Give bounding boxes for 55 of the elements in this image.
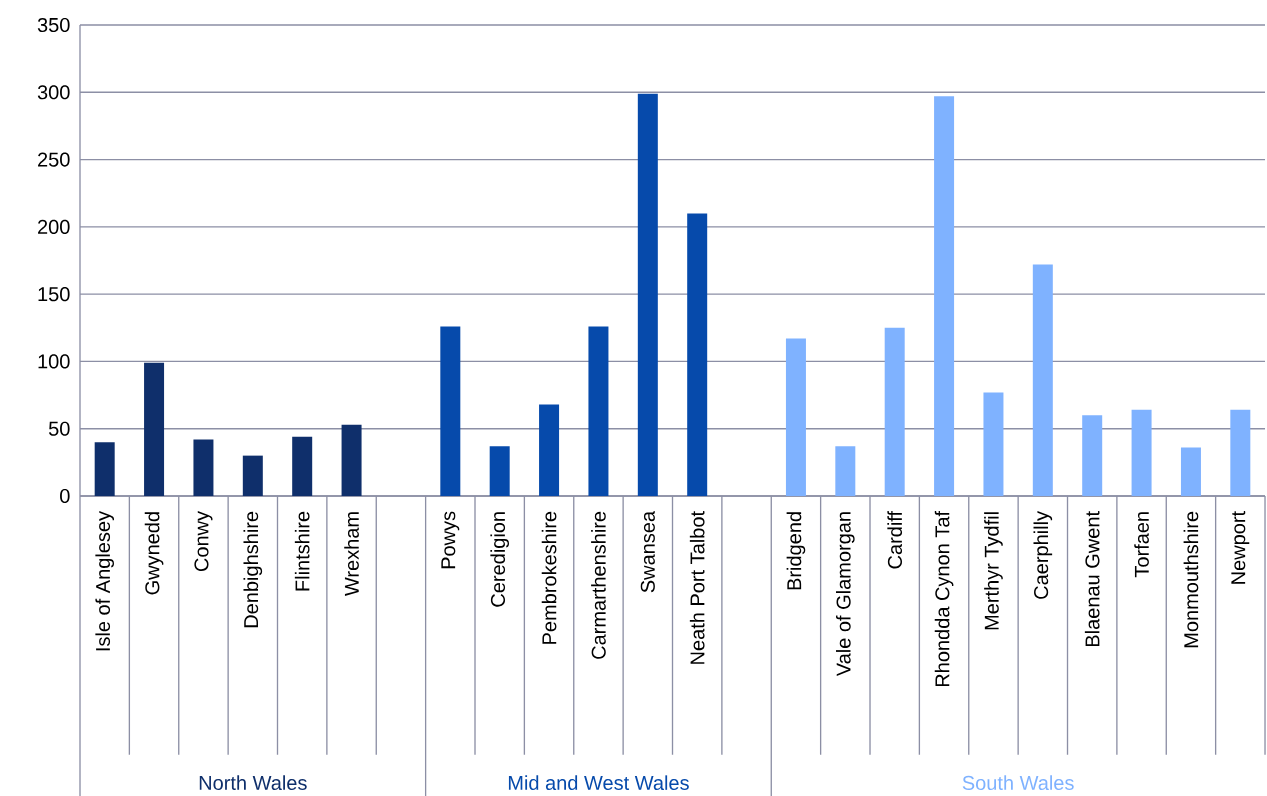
bar [687, 213, 708, 496]
y-tick-label: 200 [38, 219, 70, 234]
x-tick-label: Cardiff [887, 510, 903, 569]
bar [440, 326, 461, 496]
bar [1082, 415, 1103, 496]
bar [242, 455, 263, 496]
text: Mid and West Wales [508, 775, 689, 791]
x-tick-label: Ceredigion [490, 512, 509, 607]
x-tick-label: Isle of Anglesey [95, 511, 114, 651]
x-tick-label: Newport [1231, 511, 1250, 584]
bar [539, 404, 560, 496]
x-tick-label: Swansea [640, 510, 655, 593]
bar [934, 96, 955, 496]
x-tick-label: Gwynedd [144, 512, 164, 595]
bar [193, 439, 214, 496]
y-tick-label: 250 [38, 152, 70, 167]
x-tick-label: Carmarthenshire [591, 511, 606, 659]
bar [94, 442, 115, 496]
text: North Wales [199, 775, 307, 791]
bar [1131, 409, 1152, 496]
bar [1230, 409, 1251, 496]
y-tick-label: 0 [60, 488, 70, 504]
bar [983, 392, 1004, 496]
bar [292, 436, 313, 496]
x-tick-label: Wrexham [344, 512, 359, 597]
x-tick-label: Merthyr Tydfil [984, 512, 1003, 630]
text: South Wales [962, 775, 1074, 791]
x-tick-label: Rhondda Cynon Taf [934, 510, 954, 687]
bar [637, 93, 658, 496]
x-tick-label: Denbighshire [243, 511, 263, 628]
y-tick-label: 300 [37, 85, 70, 100]
x-tick-label: Pembrokeshire [541, 511, 557, 644]
bar [884, 327, 905, 496]
x-tick-label: Vale of Glamorgan [836, 512, 855, 677]
bar [1180, 447, 1201, 496]
y-tick-label: 150 [38, 287, 70, 302]
bar [144, 362, 165, 496]
bar [785, 338, 806, 496]
bar [1032, 264, 1053, 496]
x-tick-label: Torfaen [1134, 512, 1149, 578]
y-tick-label: 50 [48, 421, 70, 436]
y-tick-label: 100 [38, 354, 70, 369]
bar [588, 326, 609, 496]
bar [341, 424, 362, 496]
x-tick-label: Bridgend [786, 512, 806, 590]
x-tick-label: Powys [441, 511, 460, 569]
x-tick-label: Neath Port Talbot [689, 511, 705, 664]
bar [489, 446, 510, 496]
x-tick-label: Monmouthshire [1183, 511, 1199, 648]
y-tick-label: 350 [37, 17, 70, 33]
bar [835, 446, 856, 496]
x-tick-label: Caerphilly [1033, 511, 1053, 599]
x-tick-label: Conwy [194, 510, 213, 572]
x-tick-label: Blaenau Gwent [1084, 511, 1100, 647]
x-tick-label: Flintshire [294, 511, 310, 591]
